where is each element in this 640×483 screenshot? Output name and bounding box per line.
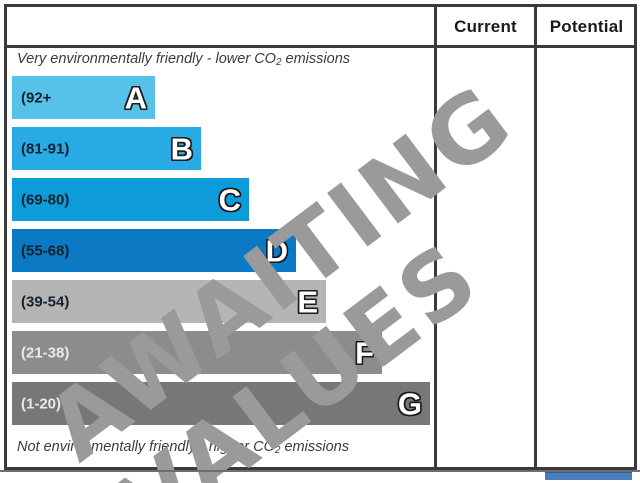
rating-band-e: (39-54) E — [12, 280, 326, 323]
chart-border-top — [4, 4, 637, 7]
column-header-potential: Potential — [549, 17, 624, 36]
band-letter-label: F — [355, 335, 374, 370]
band-range-label: (1-20) — [21, 395, 62, 412]
band-range-label: (39-54) — [21, 293, 70, 310]
band-letter-label: G — [397, 386, 422, 421]
band-range-label: (69-80) — [21, 191, 70, 208]
band-letter-label: E — [297, 284, 318, 319]
band-letter-label: D — [265, 233, 288, 268]
top-caption-text-post: emissions — [281, 51, 351, 67]
band-range-label: (92+ — [21, 89, 52, 106]
page-top-margin — [0, 0, 640, 4]
band-letter-label: C — [218, 182, 241, 217]
column-divider-current — [434, 4, 437, 470]
rating-band-d: (55-68) D — [12, 229, 296, 272]
bottom-blue-strip — [545, 472, 632, 480]
chart-border-bottom — [4, 467, 637, 470]
rating-band-c: (69-80) C — [12, 178, 249, 221]
rating-band-f: (21-38) F — [12, 331, 382, 374]
rating-band-b: (81-91) B — [12, 127, 201, 170]
chart-border-left — [4, 4, 7, 470]
band-range-label: (21-38) — [21, 344, 70, 361]
band-range-label: (81-91) — [21, 140, 70, 157]
top-caption-text-pre: Very environmentally friendly - lower CO — [17, 51, 276, 67]
column-header-current: Current — [454, 17, 517, 36]
chart-border-right — [634, 4, 637, 470]
environmental-impact-rating-chart: Current Potential Very environmentally f… — [0, 4, 640, 483]
page-bottom-rule — [0, 470, 640, 472]
top-caption: Very environmentally friendly - lower CO… — [17, 51, 434, 75]
band-letter-label: B — [170, 131, 193, 166]
bottom-caption-text-post: emissions — [280, 439, 349, 455]
header-divider-rule — [4, 45, 637, 48]
rating-band-a: (92+ A — [12, 76, 155, 119]
bottom-caption-subscript: 2 — [274, 445, 281, 456]
rating-bands-panel: Very environmentally friendly - lower CO… — [7, 48, 434, 467]
top-caption-subscript: 2 — [275, 57, 282, 68]
band-letter-label: A — [124, 80, 147, 115]
bottom-caption: Not environmentally friendly - higher CO… — [17, 439, 434, 463]
bottom-caption-text-pre: Not environmentally friendly - higher CO — [17, 439, 275, 455]
band-range-label: (55-68) — [21, 242, 70, 259]
column-divider-potential — [534, 4, 537, 470]
rating-band-g: (1-20) G — [12, 382, 430, 425]
